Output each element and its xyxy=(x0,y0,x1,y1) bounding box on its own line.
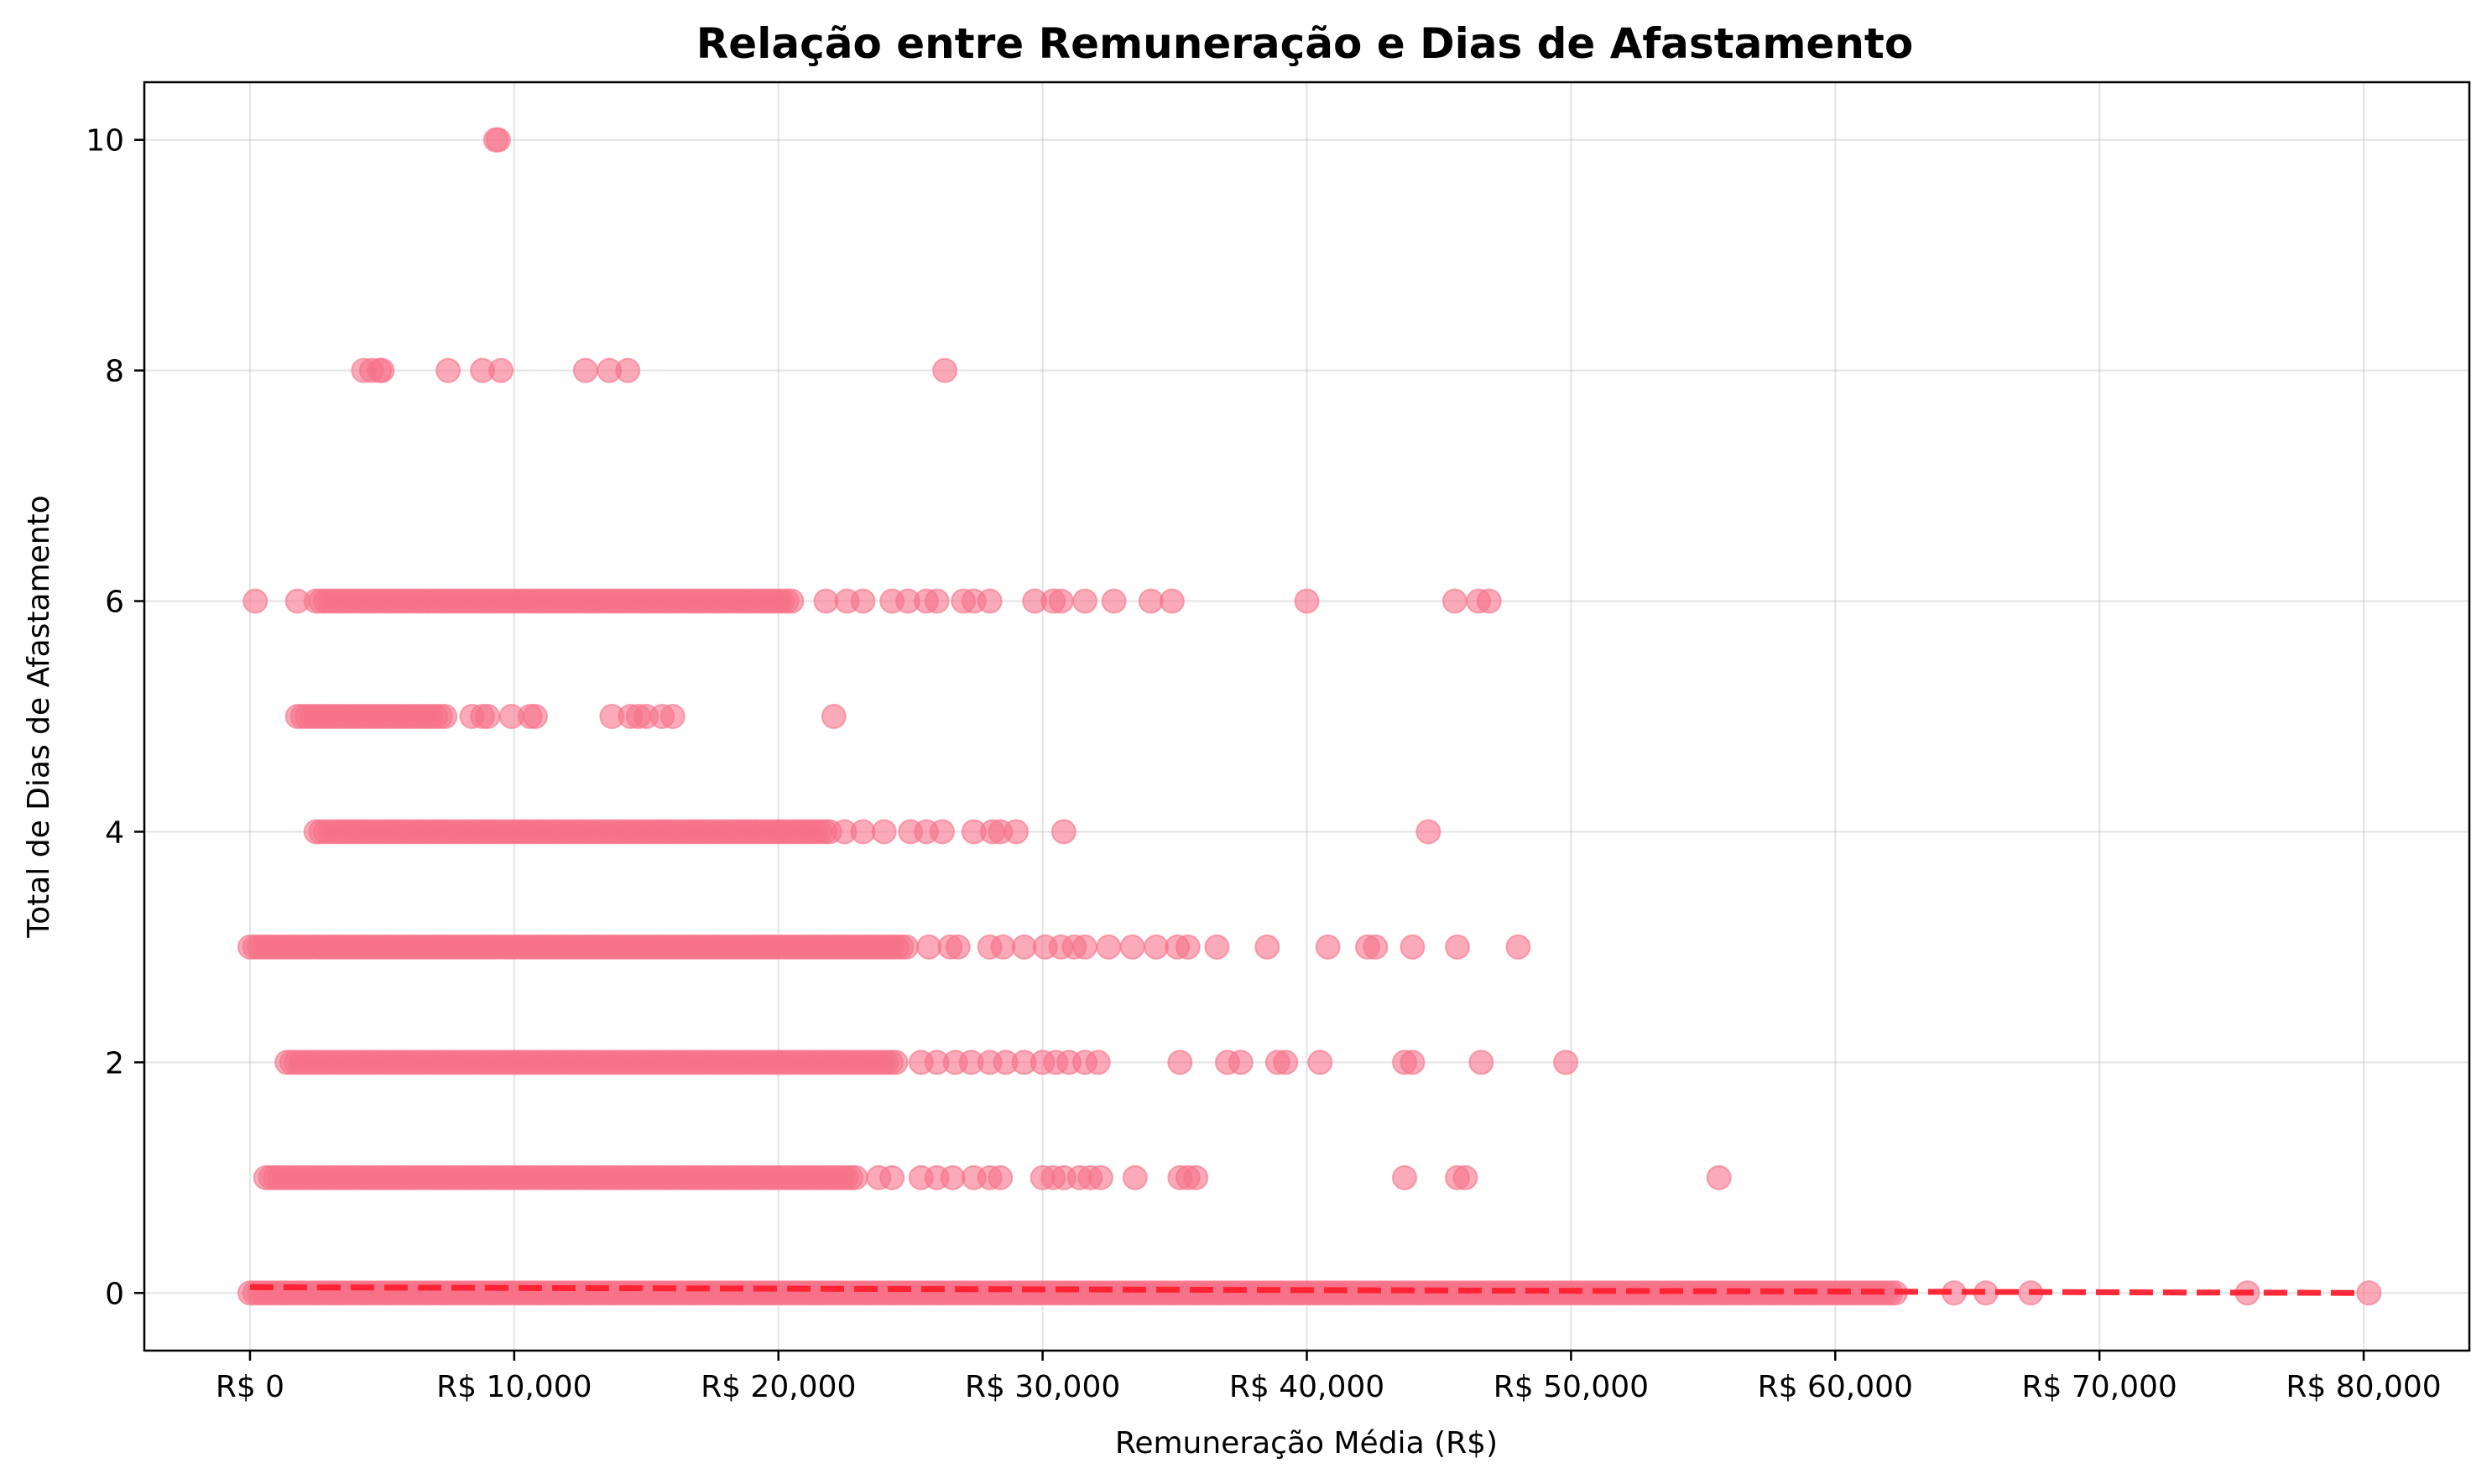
x-tick-label: R$ 60,000 xyxy=(1758,1370,1913,1404)
data-point xyxy=(1048,588,1074,614)
data-point xyxy=(1101,588,1127,614)
data-point xyxy=(284,588,310,614)
data-point xyxy=(1122,1164,1148,1190)
data-point xyxy=(1228,1049,1254,1075)
data-point xyxy=(1085,1049,1111,1075)
data-point xyxy=(488,357,514,383)
x-tick-label: R$ 20,000 xyxy=(701,1370,856,1404)
data-point xyxy=(1706,1164,1732,1190)
data-point xyxy=(871,819,897,845)
data-point xyxy=(1087,1164,1113,1190)
data-point xyxy=(894,934,920,960)
y-tick-label: 10 xyxy=(86,124,124,159)
data-point xyxy=(1167,1049,1193,1075)
x-tick-label: R$ 0 xyxy=(216,1370,284,1404)
data-point xyxy=(435,357,461,383)
data-point xyxy=(1138,588,1164,614)
data-point xyxy=(1415,819,1442,845)
data-point xyxy=(1254,934,1280,960)
data-point xyxy=(1183,1164,1209,1190)
y-tick-label: 2 xyxy=(105,1046,124,1080)
data-point xyxy=(850,819,876,845)
data-point xyxy=(1452,1164,1478,1190)
x-tick-label: R$ 30,000 xyxy=(965,1370,1120,1404)
x-axis-label: Remuneração Média (R$) xyxy=(1115,1426,1498,1461)
x-tick-label: R$ 80,000 xyxy=(2286,1370,2441,1404)
data-point xyxy=(432,704,458,729)
data-point xyxy=(1505,934,1531,960)
data-point xyxy=(932,357,958,383)
data-point xyxy=(1144,934,1170,960)
data-point xyxy=(1553,1049,1579,1075)
data-point xyxy=(929,819,955,845)
data-point xyxy=(883,1049,909,1075)
data-point xyxy=(1096,934,1122,960)
data-point xyxy=(1476,588,1502,614)
points-layer xyxy=(237,127,2382,1306)
data-point xyxy=(1315,934,1341,960)
data-point xyxy=(1442,588,1468,614)
data-point xyxy=(1468,1049,1494,1075)
data-point xyxy=(821,704,847,729)
data-point xyxy=(242,588,268,614)
data-point xyxy=(945,934,971,960)
data-point xyxy=(572,357,598,383)
x-tick-label: R$ 10,000 xyxy=(436,1370,592,1404)
data-point xyxy=(924,588,950,614)
data-point xyxy=(879,1164,905,1190)
data-point xyxy=(369,357,395,383)
data-point xyxy=(1294,588,1320,614)
data-point xyxy=(1119,934,1145,960)
data-point xyxy=(850,588,876,614)
data-point xyxy=(940,1164,966,1190)
data-point xyxy=(1392,1164,1418,1190)
data-point xyxy=(916,934,942,960)
trend-line xyxy=(249,1284,2364,1296)
y-tick-label: 4 xyxy=(105,815,124,850)
data-point xyxy=(1159,588,1185,614)
data-point xyxy=(842,1164,868,1190)
data-point xyxy=(485,127,511,153)
data-point xyxy=(615,357,641,383)
data-point xyxy=(1444,934,1470,960)
data-point xyxy=(1071,934,1097,960)
y-tick-label: 0 xyxy=(105,1277,124,1311)
data-point xyxy=(1204,934,1230,960)
data-point xyxy=(1307,1049,1333,1075)
trend-layer xyxy=(249,1284,2364,1296)
y-tick-label: 8 xyxy=(105,355,124,389)
data-point xyxy=(659,704,686,729)
data-point xyxy=(1400,934,1426,960)
x-tick-label: R$ 50,000 xyxy=(1494,1370,1649,1404)
x-tick-label: R$ 70,000 xyxy=(2021,1370,2177,1404)
data-point xyxy=(2356,1280,2382,1306)
data-point xyxy=(1071,588,1097,614)
data-point xyxy=(977,588,1003,614)
y-tick-label: 6 xyxy=(105,586,124,620)
x-tick-label: R$ 40,000 xyxy=(1229,1370,1384,1404)
data-point xyxy=(475,704,501,729)
data-point xyxy=(1011,934,1037,960)
data-point xyxy=(1273,1049,1299,1075)
data-point xyxy=(990,934,1016,960)
chart-title: Relação entre Remuneração e Dias de Afas… xyxy=(696,19,1913,68)
data-point xyxy=(523,704,549,729)
data-point xyxy=(1050,819,1077,845)
ticks-layer: R$ 0 R$ 10,000 R$ 20,000 R$ 30,000 R$ 40,000… xyxy=(86,124,2442,1404)
data-point xyxy=(1400,1049,1426,1075)
data-point xyxy=(1004,819,1030,845)
data-point xyxy=(988,1164,1014,1190)
data-point xyxy=(813,588,839,614)
data-point xyxy=(1363,934,1389,960)
data-point xyxy=(1175,934,1201,960)
y-axis-label: Total de Dias de Afastamento xyxy=(22,495,56,939)
data-point xyxy=(779,588,805,614)
